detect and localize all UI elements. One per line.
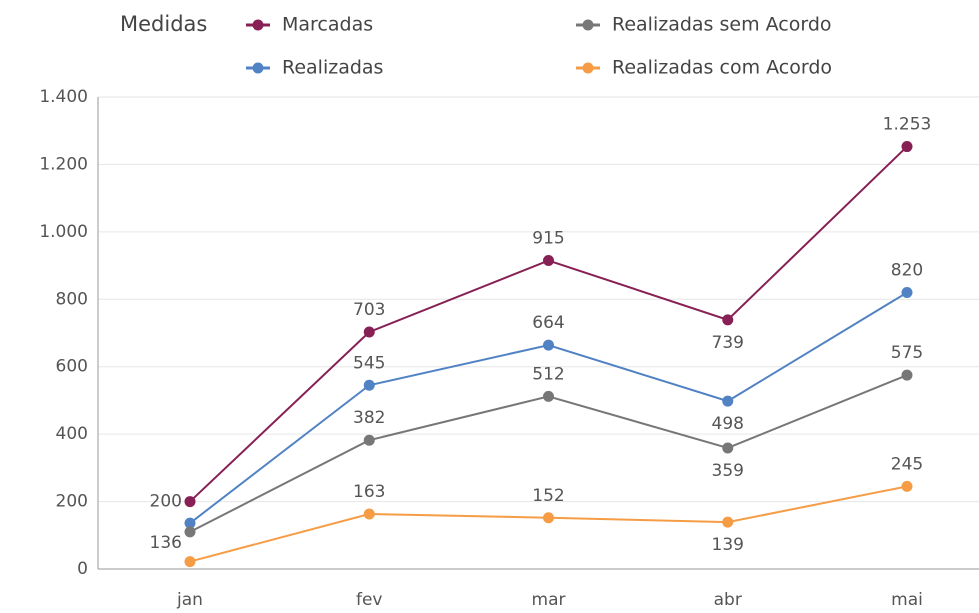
legend-title: Medidas xyxy=(120,12,207,36)
data-point xyxy=(184,556,196,568)
data-point xyxy=(901,480,913,492)
y-tick-label: 1.200 xyxy=(39,154,88,174)
data-point xyxy=(901,141,913,153)
legend-marker xyxy=(582,62,594,74)
x-tick-label: mai xyxy=(891,590,923,610)
data-label: 200 xyxy=(150,492,182,512)
data-point xyxy=(543,339,554,351)
data-point xyxy=(722,516,734,528)
legend-label: Realizadas com Acordo xyxy=(612,57,832,79)
y-tick-label: 200 xyxy=(56,492,88,512)
x-tick-label: abr xyxy=(714,590,742,610)
data-label: 915 xyxy=(532,229,564,249)
data-point xyxy=(363,434,375,446)
data-label: 498 xyxy=(712,414,744,434)
y-tick-label: 1.000 xyxy=(39,222,88,242)
data-point xyxy=(901,369,913,381)
data-point xyxy=(722,395,734,407)
y-tick-label: 400 xyxy=(56,424,88,444)
data-label: 545 xyxy=(353,353,385,373)
data-label: 382 xyxy=(353,408,385,428)
legend-marker xyxy=(252,62,264,74)
legend-marker xyxy=(252,19,264,31)
legend-label: Realizadas sem Acordo xyxy=(612,14,832,36)
data-label: 245 xyxy=(891,454,923,474)
y-tick-label: 600 xyxy=(56,357,88,377)
data-point xyxy=(722,442,734,454)
legend-label: Marcadas xyxy=(282,14,373,36)
data-point xyxy=(722,314,734,326)
data-label: 512 xyxy=(532,364,564,384)
data-label: 575 xyxy=(891,343,923,363)
data-label: 820 xyxy=(891,261,923,281)
data-point xyxy=(543,512,554,524)
data-point xyxy=(363,326,375,338)
data-label: 703 xyxy=(353,300,385,320)
data-point xyxy=(543,390,554,402)
data-point xyxy=(184,526,196,538)
data-point xyxy=(363,379,375,391)
data-label: 139 xyxy=(712,535,744,555)
legend-label: Realizadas xyxy=(282,57,383,79)
x-tick-label: mar xyxy=(532,590,566,610)
data-point xyxy=(901,287,913,299)
legend-marker xyxy=(582,19,594,31)
data-label: 136 xyxy=(150,533,182,553)
data-label: 359 xyxy=(712,461,744,481)
data-label: 163 xyxy=(353,482,385,502)
data-point xyxy=(184,517,196,529)
data-label: 152 xyxy=(532,486,564,506)
data-point xyxy=(543,255,554,267)
data-label: 1.253 xyxy=(883,115,932,135)
data-label: 739 xyxy=(712,333,744,353)
y-tick-label: 800 xyxy=(56,289,88,309)
x-tick-label: fev xyxy=(356,590,383,610)
data-label: 664 xyxy=(532,313,564,333)
y-tick-label: 0 xyxy=(77,559,88,579)
data-point xyxy=(363,508,375,520)
x-tick-label: jan xyxy=(176,590,203,610)
data-point xyxy=(184,496,196,508)
y-tick-label: 1.400 xyxy=(39,87,88,107)
